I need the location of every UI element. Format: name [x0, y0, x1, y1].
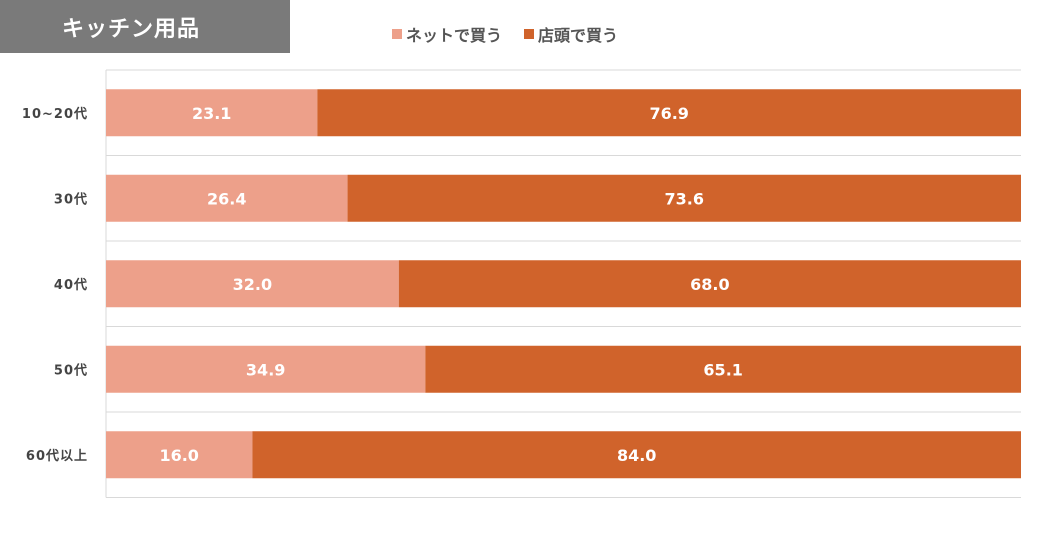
bar-segment-store	[398, 260, 1021, 308]
category-label: 60代以上	[26, 448, 88, 464]
category-label: 10~20代	[22, 106, 88, 122]
legend: ネットで買う 店頭で買う	[392, 22, 640, 46]
bar-segment-store	[425, 345, 1022, 393]
bar-segment-net	[106, 345, 426, 393]
legend-item-store: 店頭で買う	[524, 22, 618, 46]
data-label: 34.9	[246, 360, 285, 379]
bar-segment-net	[106, 260, 399, 308]
data-label: 32.0	[233, 275, 272, 294]
category-label: 40代	[54, 277, 88, 293]
data-label: 16.0	[159, 446, 198, 465]
data-label: 23.1	[192, 104, 231, 123]
legend-swatch-store	[524, 29, 535, 39]
bar-segment-store	[252, 431, 1021, 479]
bar-segment-net	[106, 174, 348, 222]
category-label: 50代	[54, 362, 88, 378]
data-label: 84.0	[617, 446, 656, 465]
legend-swatch-net	[392, 29, 402, 39]
legend-label-net: ネットで買う	[406, 26, 503, 45]
legend-label-store: 店頭で買う	[538, 26, 619, 45]
bar-segment-net	[106, 89, 318, 137]
data-label: 73.6	[665, 189, 704, 208]
bar-segment-store	[317, 89, 1021, 137]
data-label: 65.1	[703, 360, 742, 379]
chart-title: キッチン用品	[0, 0, 290, 53]
data-label: 68.0	[690, 275, 729, 294]
bar-segment-store	[347, 174, 1021, 222]
data-label: 76.9	[649, 104, 688, 123]
bar-segment-net	[106, 431, 253, 479]
legend-item-net: ネットで買う	[392, 22, 502, 46]
data-label: 26.4	[207, 189, 246, 208]
category-label: 30代	[54, 191, 88, 207]
